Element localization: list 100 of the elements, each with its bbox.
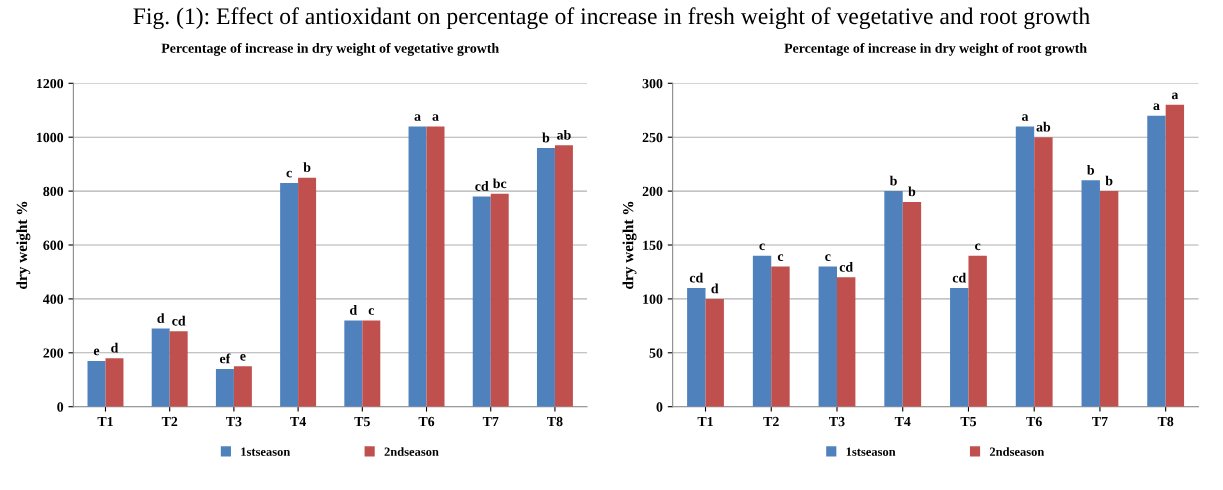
chart-title: Percentage of increase in dry weight of vegetative growth [161,42,499,56]
x-tick-label: T2 [763,416,779,427]
bar [902,201,922,407]
x-tick-label: T1 [697,416,713,427]
data-label: cd [172,315,186,326]
data-label: c [777,254,784,261]
bar [426,126,445,407]
data-label: e [240,354,246,361]
x-tick-label: T6 [418,416,435,427]
bar [752,255,772,407]
data-label: c [286,170,292,178]
bar [536,147,555,407]
y-tick-label: 800 [43,186,64,197]
data-label: bc [492,178,507,189]
data-label: e [93,348,100,356]
data-label: ef [219,353,231,364]
bar [1165,104,1185,407]
y-tick-label: 600 [43,240,64,250]
bar [280,183,299,407]
data-label: c [975,243,981,251]
bar [818,266,837,407]
x-tick-label: T6 [1026,416,1042,427]
bar [169,331,188,407]
x-tick-label: T3 [829,416,845,427]
x-tick-label: T2 [161,416,178,427]
bar [472,196,491,407]
data-label: cd [952,272,967,283]
x-tick-label: T3 [226,416,242,427]
y-tick-label: 100 [643,294,663,304]
text: Fig. (1): Effect of antioxidant on percentage of increase in fresh weight of vegetative and root growth [133,7,1090,30]
data-label: d [111,342,119,353]
data-label: b [303,162,311,173]
legend-label: 2ndseason [989,447,1045,456]
y-tick-label: 200 [43,348,64,358]
legend-label: 1stseason [241,447,291,456]
data-label: a [432,114,439,121]
y-tick-label: 200 [642,186,663,197]
bar [1081,180,1100,407]
data-label: d [711,283,719,294]
data-label: b [542,132,550,143]
bar [1034,137,1053,407]
data-label: ab [557,129,571,140]
data-label: c [825,254,831,261]
data-label: cd [839,261,853,272]
data-label: c [759,243,765,251]
data-label: c [368,308,375,315]
y-tick-label: 1200 [36,78,64,89]
x-tick-label: T8 [1157,416,1174,427]
x-tick-label: T5 [354,416,370,427]
bar [554,145,573,407]
y-tick-label: 300 [642,78,663,89]
x-tick-label: T4 [290,416,306,427]
data-label: a [1021,114,1029,121]
bar [344,320,363,407]
data-label: b [1087,164,1095,175]
data-label: cd [475,181,489,191]
data-label: b [889,175,897,186]
data-label: b [908,186,916,197]
data-label: a [1171,92,1179,100]
x-tick-label: T4 [894,416,911,427]
data-label: ab [1036,121,1051,132]
bar [836,277,856,407]
x-tick-label: T8 [547,416,563,427]
y-tick-label: 1000 [36,132,64,143]
x-tick-label: T7 [1092,416,1108,427]
bar [151,328,170,407]
bar [705,298,724,407]
x-tick-label: T1 [97,416,113,427]
bar [490,193,509,407]
bar [105,358,124,407]
bar [1099,191,1119,407]
y-tick-label: 0 [57,402,64,412]
y-axis-title: dry weight % [16,201,31,289]
bar [1015,126,1035,407]
chart-title: Percentage of increase in dry weight of root growth [784,42,1087,56]
data-label: cd [689,272,704,283]
y-tick-label: 50 [649,348,663,358]
y-tick-label: 250 [642,132,663,143]
bar [87,360,106,407]
data-label: d [157,313,165,323]
bar [950,288,969,407]
bar [298,177,317,407]
x-tick-label: T7 [482,416,499,427]
bar [362,320,381,407]
bar [233,366,252,407]
bar [1147,115,1166,407]
bar [884,191,903,407]
bar [771,266,790,407]
y-axis-title: dry weight % [622,201,637,289]
bar [215,368,234,407]
data-label: b [1105,175,1113,186]
y-tick-label: 150 [643,240,663,250]
y-tick-label: 0 [656,402,663,412]
legend-label: 2ndseason [384,447,439,456]
y-tick-label: 400 [43,294,64,304]
bar [687,288,706,407]
bar [408,126,427,407]
x-tick-label: T5 [960,416,977,427]
legend-label: 1stseason [846,447,896,456]
bar [968,255,987,407]
